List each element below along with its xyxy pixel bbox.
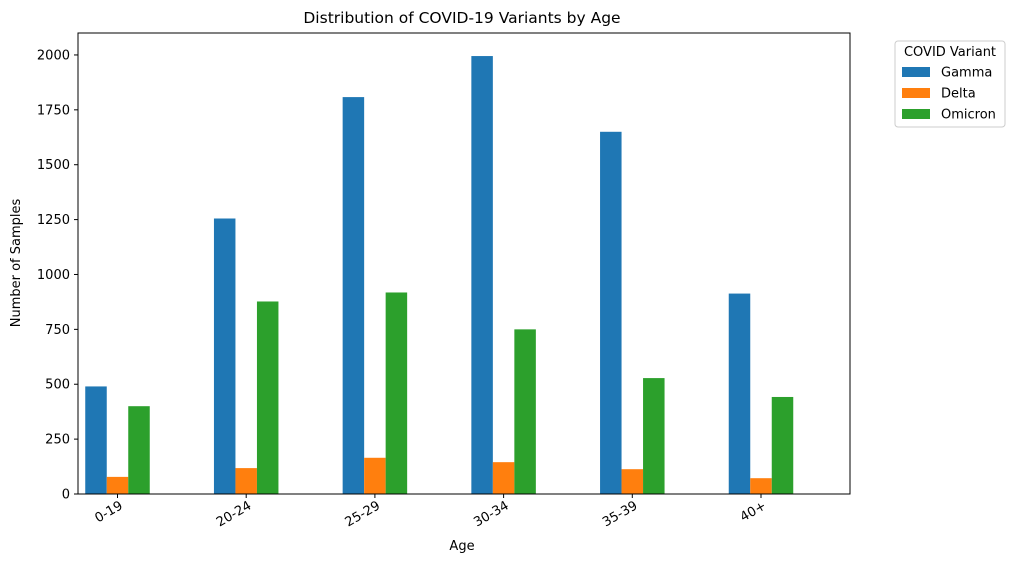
legend-swatch-omicron	[902, 109, 930, 119]
y-axis: 0 250 500 750 1000 1250 1500 1750 2000	[37, 48, 78, 503]
bar-delta-0-19	[106, 476, 129, 494]
bar-omicron-0-19	[128, 406, 150, 494]
y-axis-title: Number of Samples	[9, 199, 24, 328]
legend-swatch-gamma	[902, 67, 930, 77]
legend: COVID Variant Gamma Delta Omicron	[894, 40, 1006, 128]
y-tick-label: 0	[62, 488, 70, 503]
chart-title: Distribution of COVID-19 Variants by Age	[303, 9, 620, 27]
bar-omicron-40+	[771, 396, 794, 494]
y-tick-label: 1750	[37, 103, 70, 118]
bar-gamma-40+	[728, 293, 751, 494]
x-tick-label: 40+	[738, 498, 769, 525]
x-tick-label: 30-34	[471, 498, 511, 530]
bar-omicron-35-39	[643, 378, 665, 494]
bar-gamma-25-29	[342, 97, 365, 494]
y-tick-label: 500	[45, 378, 70, 393]
bar-omicron-30-34	[514, 329, 536, 494]
bar-delta-20-24	[235, 468, 257, 494]
bar-delta-35-39	[621, 469, 644, 494]
y-tick-label: 750	[45, 323, 70, 338]
legend-swatch-delta	[902, 88, 930, 98]
y-tick-label: 1500	[37, 158, 70, 173]
bar-delta-30-34	[492, 462, 515, 494]
legend-title: COVID Variant	[904, 45, 996, 60]
x-tick-label: 25-29	[343, 498, 383, 530]
x-axis: 0-19 20-24 25-29 30-34 35-39 40+	[92, 494, 769, 530]
legend-label-gamma: Gamma	[941, 66, 992, 81]
y-tick-label: 2000	[37, 48, 70, 63]
plot-frame	[77, 32, 851, 495]
bar-omicron-20-24	[256, 301, 279, 494]
legend-label-omicron: Omicron	[941, 108, 996, 123]
legend-label-delta: Delta	[941, 87, 976, 102]
bar-gamma-30-34	[471, 56, 493, 495]
y-tick-label: 1000	[37, 268, 70, 283]
bars-group	[85, 56, 794, 495]
x-axis-title: Age	[449, 539, 474, 554]
bar-omicron-25-29	[385, 292, 408, 494]
legend-frame	[894, 40, 1006, 128]
bar-delta-25-29	[364, 457, 386, 494]
bar-gamma-0-19	[85, 386, 107, 494]
x-tick-label: 35-39	[600, 498, 640, 530]
bar-gamma-35-39	[600, 131, 622, 495]
x-tick-label: 0-19	[92, 498, 125, 526]
y-tick-label: 1250	[37, 213, 70, 228]
x-tick-label: 20-24	[214, 498, 254, 530]
y-tick-label: 250	[45, 433, 70, 448]
bar-delta-40+	[750, 478, 772, 494]
bar-gamma-20-24	[213, 218, 236, 494]
